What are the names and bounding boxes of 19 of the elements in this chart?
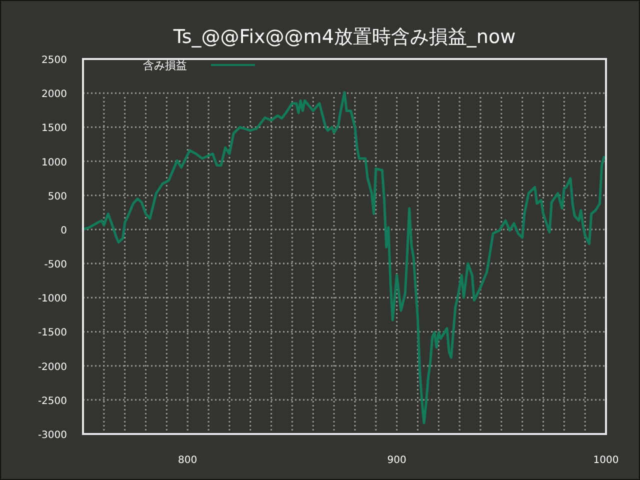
line-series	[82, 91, 606, 424]
y-tick-label: -3000	[38, 430, 67, 441]
y-tick-label: 1500	[42, 123, 67, 134]
y-tick-label: 1000	[42, 157, 67, 168]
legend-label: 含み損益	[143, 59, 187, 72]
y-tick-label: 500	[48, 191, 67, 202]
x-tick-label: 1000	[593, 455, 619, 466]
x-tick-label: 800	[178, 455, 198, 466]
legend: 含み損益	[143, 59, 255, 72]
x-tick-label: 900	[387, 455, 406, 466]
y-tick-label: -2500	[38, 396, 67, 407]
y-tick-label: -1500	[38, 328, 67, 339]
y-tick-label: 2500	[42, 55, 67, 66]
y-tick-label: -2000	[38, 362, 67, 373]
chart-title: Ts_@@Fix@@m4放置時含み損益_now	[172, 26, 516, 48]
y-tick-label: -500	[44, 260, 67, 271]
y-tick-label: 0	[60, 225, 67, 236]
y-tick-label: 2000	[42, 89, 67, 100]
y-tick-label: -1000	[38, 294, 67, 305]
